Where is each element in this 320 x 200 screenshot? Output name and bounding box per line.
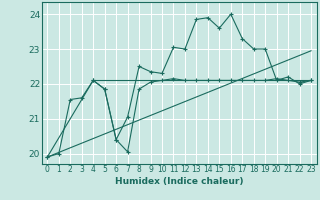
X-axis label: Humidex (Indice chaleur): Humidex (Indice chaleur): [115, 177, 244, 186]
